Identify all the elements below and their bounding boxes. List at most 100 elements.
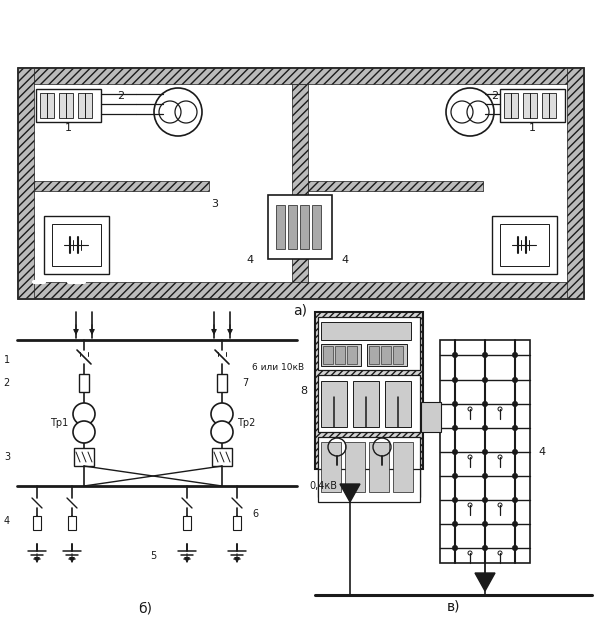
Circle shape	[482, 521, 488, 527]
Bar	[381, 346, 391, 364]
Text: 2: 2	[4, 378, 10, 388]
Bar	[492, 216, 557, 274]
Text: Тр2: Тр2	[237, 418, 256, 428]
Polygon shape	[340, 484, 360, 502]
Circle shape	[452, 425, 458, 431]
Circle shape	[452, 521, 458, 527]
Bar	[321, 344, 361, 366]
Bar	[18, 282, 583, 298]
Bar	[347, 346, 357, 364]
Text: 5: 5	[150, 551, 156, 561]
Bar	[34, 181, 209, 191]
Bar	[68, 516, 76, 530]
Bar	[183, 516, 191, 530]
Bar	[393, 442, 413, 492]
Bar	[500, 89, 565, 122]
Bar	[52, 224, 101, 266]
Bar	[217, 374, 227, 392]
Text: 3: 3	[212, 199, 218, 209]
Circle shape	[482, 425, 488, 431]
Bar	[268, 195, 332, 259]
Text: б): б)	[138, 601, 152, 615]
Text: 4: 4	[247, 255, 254, 265]
Bar	[315, 312, 423, 469]
Text: 4: 4	[4, 516, 10, 526]
Circle shape	[73, 403, 95, 425]
Bar	[393, 346, 403, 364]
Bar	[312, 205, 321, 249]
Circle shape	[452, 449, 458, 455]
Bar	[212, 448, 232, 466]
Text: 3: 3	[4, 452, 10, 462]
Text: 1: 1	[65, 123, 72, 133]
Bar	[440, 340, 530, 563]
Bar	[321, 381, 347, 427]
Bar	[292, 84, 308, 282]
Bar	[504, 93, 518, 118]
Bar	[33, 516, 41, 530]
Circle shape	[154, 88, 202, 136]
Bar	[385, 381, 411, 427]
Bar	[79, 374, 89, 392]
Text: 8: 8	[300, 386, 307, 396]
Text: а): а)	[293, 304, 307, 318]
Bar	[335, 346, 345, 364]
Text: 0,4кВ: 0,4кВ	[309, 481, 337, 491]
Bar	[353, 381, 379, 427]
Circle shape	[452, 377, 458, 383]
Text: 6: 6	[252, 509, 258, 519]
Text: Тр1: Тр1	[50, 418, 68, 428]
Bar	[308, 181, 483, 191]
Circle shape	[512, 545, 518, 551]
Bar	[78, 93, 92, 118]
Circle shape	[482, 474, 488, 479]
Circle shape	[452, 352, 458, 358]
Bar	[318, 469, 420, 502]
Bar	[523, 93, 537, 118]
Bar	[321, 442, 341, 492]
Text: в): в)	[446, 600, 460, 614]
Bar	[44, 216, 109, 274]
Circle shape	[512, 425, 518, 431]
Circle shape	[211, 403, 233, 425]
Bar	[367, 344, 407, 366]
Text: 4: 4	[341, 255, 349, 265]
Bar	[321, 322, 411, 340]
Bar	[369, 346, 379, 364]
Bar	[500, 224, 549, 266]
Circle shape	[446, 88, 494, 136]
Text: 2: 2	[491, 91, 499, 101]
Bar	[318, 317, 420, 370]
Circle shape	[211, 421, 233, 443]
Circle shape	[512, 352, 518, 358]
Bar	[18, 68, 583, 298]
Bar	[318, 437, 420, 497]
Circle shape	[512, 401, 518, 407]
Circle shape	[512, 521, 518, 527]
Bar	[345, 442, 365, 492]
Bar	[323, 346, 333, 364]
Bar	[74, 448, 94, 466]
Circle shape	[482, 545, 488, 551]
Bar	[233, 516, 241, 530]
Polygon shape	[475, 573, 495, 591]
Circle shape	[452, 545, 458, 551]
Bar	[59, 93, 73, 118]
Bar	[18, 68, 34, 298]
Text: 7: 7	[242, 378, 248, 388]
Circle shape	[452, 401, 458, 407]
Bar	[369, 442, 389, 492]
Circle shape	[482, 449, 488, 455]
Text: 4: 4	[538, 447, 545, 457]
Bar	[40, 93, 54, 118]
Circle shape	[482, 352, 488, 358]
Circle shape	[482, 377, 488, 383]
Circle shape	[452, 497, 458, 503]
Circle shape	[512, 377, 518, 383]
Text: 1: 1	[529, 123, 536, 133]
Circle shape	[73, 421, 95, 443]
Circle shape	[452, 474, 458, 479]
Circle shape	[482, 401, 488, 407]
Circle shape	[512, 449, 518, 455]
Bar	[542, 93, 556, 118]
